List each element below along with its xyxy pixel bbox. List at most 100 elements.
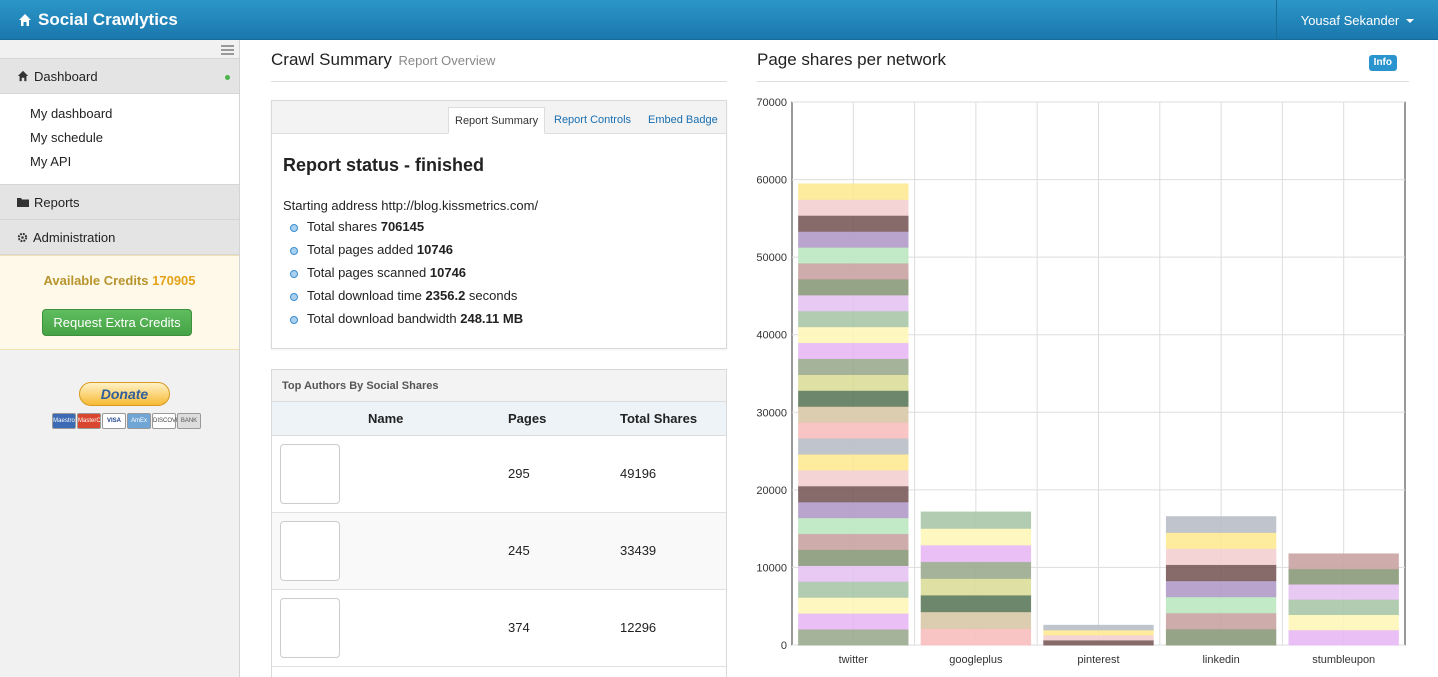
y-tick-label: 0 <box>781 640 787 652</box>
starting-address-label: Starting address <box>283 198 378 213</box>
bar-segment <box>798 438 909 455</box>
page-subtitle: Report Overview <box>398 53 496 68</box>
sidebar-section-label: Dashboard <box>34 68 98 84</box>
bar-segment <box>798 613 909 630</box>
bar-segment <box>798 565 909 582</box>
bar-segment <box>1165 532 1277 549</box>
sidebar-item-my-schedule[interactable]: My schedule <box>30 130 103 145</box>
stat-unit: seconds <box>465 288 518 303</box>
bar-segment <box>798 406 909 423</box>
shares-cell: 12296 <box>620 620 657 635</box>
bar-segment <box>1288 553 1399 570</box>
stat-item: Total pages scanned 10746 <box>290 264 523 287</box>
request-credits-button[interactable]: Request Extra Credits <box>42 309 192 336</box>
brand-name: Social Crawlytics <box>38 10 178 29</box>
sidebar-section-label: Administration <box>33 229 116 245</box>
payment-cards: Maestro MasterCard VISA AmEx DISCOVER BA… <box>52 413 201 429</box>
report-panel: Report Summary Report Controls Embed Bad… <box>271 100 727 349</box>
tab-report-controls[interactable]: Report Controls <box>554 114 632 126</box>
card-logo: VISA <box>102 413 126 429</box>
bar-segment <box>1043 629 1154 636</box>
table-row[interactable]: 295 49196 <box>272 436 726 513</box>
donate-button[interactable]: Donate <box>79 382 170 406</box>
stat-value: 10746 <box>416 242 454 257</box>
stat-item: Total pages added 10746 <box>290 241 523 264</box>
sidebar-item-my-api[interactable]: My API <box>30 154 72 169</box>
bar-segment <box>798 310 909 328</box>
top-navbar: Social Crawlytics Yousaf Sekander <box>0 0 1438 40</box>
sidebar-section-administration[interactable]: Administration <box>0 219 239 255</box>
bar-segment <box>920 628 1032 646</box>
sidebar-section-label: Reports <box>34 194 80 210</box>
sidebar: Dashboard My dashboard My schedule My AP… <box>0 40 240 677</box>
avatar <box>280 598 340 658</box>
bar-segment <box>798 533 909 551</box>
bar-segment <box>1288 599 1399 615</box>
bar-segment <box>1043 639 1154 646</box>
stat-value: 2356.2 <box>425 288 466 303</box>
y-tick-label: 50000 <box>756 252 787 264</box>
bar-segment <box>798 549 909 566</box>
card-logo: BANK <box>177 413 201 429</box>
table-header: Name Pages Total Shares <box>272 402 726 436</box>
bar-segment <box>798 390 909 407</box>
y-tick-label: 20000 <box>756 485 787 497</box>
bar-segment <box>1165 596 1277 614</box>
credits-text: Available Credits <box>43 273 149 288</box>
tab-embed-badge[interactable]: Embed Badge <box>648 114 718 126</box>
table-row[interactable]: 245 33439 <box>272 513 726 590</box>
sidebar-section-reports[interactable]: Reports <box>0 184 239 220</box>
bar-segment <box>798 469 909 487</box>
bar-segment <box>798 374 909 391</box>
bar-segment <box>798 454 909 471</box>
y-tick-label: 40000 <box>756 330 787 342</box>
bar-segment <box>920 561 1032 579</box>
bar-pinterest <box>1043 624 1154 646</box>
crawl-summary-header: Crawl Summary Report Overview <box>271 50 727 82</box>
bar-segment <box>798 597 909 614</box>
bar-segment <box>920 594 1032 613</box>
bar-stumbleupon <box>1288 553 1399 646</box>
table-row[interactable]: 374 12296 <box>272 590 726 667</box>
top-authors-panel: Top Authors By Social Shares Name Pages … <box>271 369 727 677</box>
bar-segment <box>798 247 909 264</box>
bar-segment <box>1043 634 1154 641</box>
stat-label: Total shares <box>307 219 378 234</box>
stat-value: 706145 <box>380 219 425 234</box>
y-tick-label: 70000 <box>756 97 787 109</box>
bar-segment <box>798 294 909 312</box>
bar-linkedin <box>1165 516 1277 646</box>
stat-item: Total download bandwidth 248.11 MB <box>290 310 523 333</box>
credits-label: Available Credits 170905 <box>0 273 239 288</box>
tab-report-summary[interactable]: Report Summary <box>448 107 546 134</box>
status-dot <box>225 75 230 80</box>
bar-googleplus <box>920 511 1032 646</box>
pages-cell: 374 <box>508 620 530 635</box>
page-shares-chart: 0 10000 20000 30000 40000 50000 60000 70000 twit… <box>756 97 1406 666</box>
bar-segment <box>920 611 1032 629</box>
info-button[interactable]: Info <box>1368 55 1397 71</box>
bar-segment <box>798 278 909 296</box>
sidebar-section-dashboard[interactable]: Dashboard <box>0 58 239 94</box>
shares-cell: 33439 <box>620 543 657 558</box>
bar-segment <box>1165 612 1277 630</box>
bar-segment <box>798 517 909 535</box>
bar-segment <box>920 544 1032 563</box>
brand-link[interactable]: Social Crawlytics <box>18 0 178 40</box>
user-menu[interactable]: Yousaf Sekander <box>1276 0 1438 40</box>
pages-cell: 245 <box>508 543 530 558</box>
bar-segment <box>920 511 1032 529</box>
sidebar-item-my-dashboard[interactable]: My dashboard <box>30 106 113 121</box>
card-logo: AmEx <box>127 413 151 429</box>
bar-segment <box>920 528 1032 546</box>
caret-down-icon <box>1406 19 1415 23</box>
card-logo: MasterCard <box>77 413 109 429</box>
stat-label: Total pages added <box>307 242 414 257</box>
bar-segment <box>1165 548 1277 566</box>
collapse-sidebar-icon[interactable] <box>221 45 234 55</box>
stat-label: Total download time <box>307 288 422 303</box>
column-header-pages: Pages <box>508 411 547 426</box>
card-logo: DISCOVER <box>152 413 184 429</box>
bar-segment <box>798 358 909 375</box>
report-status: Report status - finished <box>283 155 485 175</box>
